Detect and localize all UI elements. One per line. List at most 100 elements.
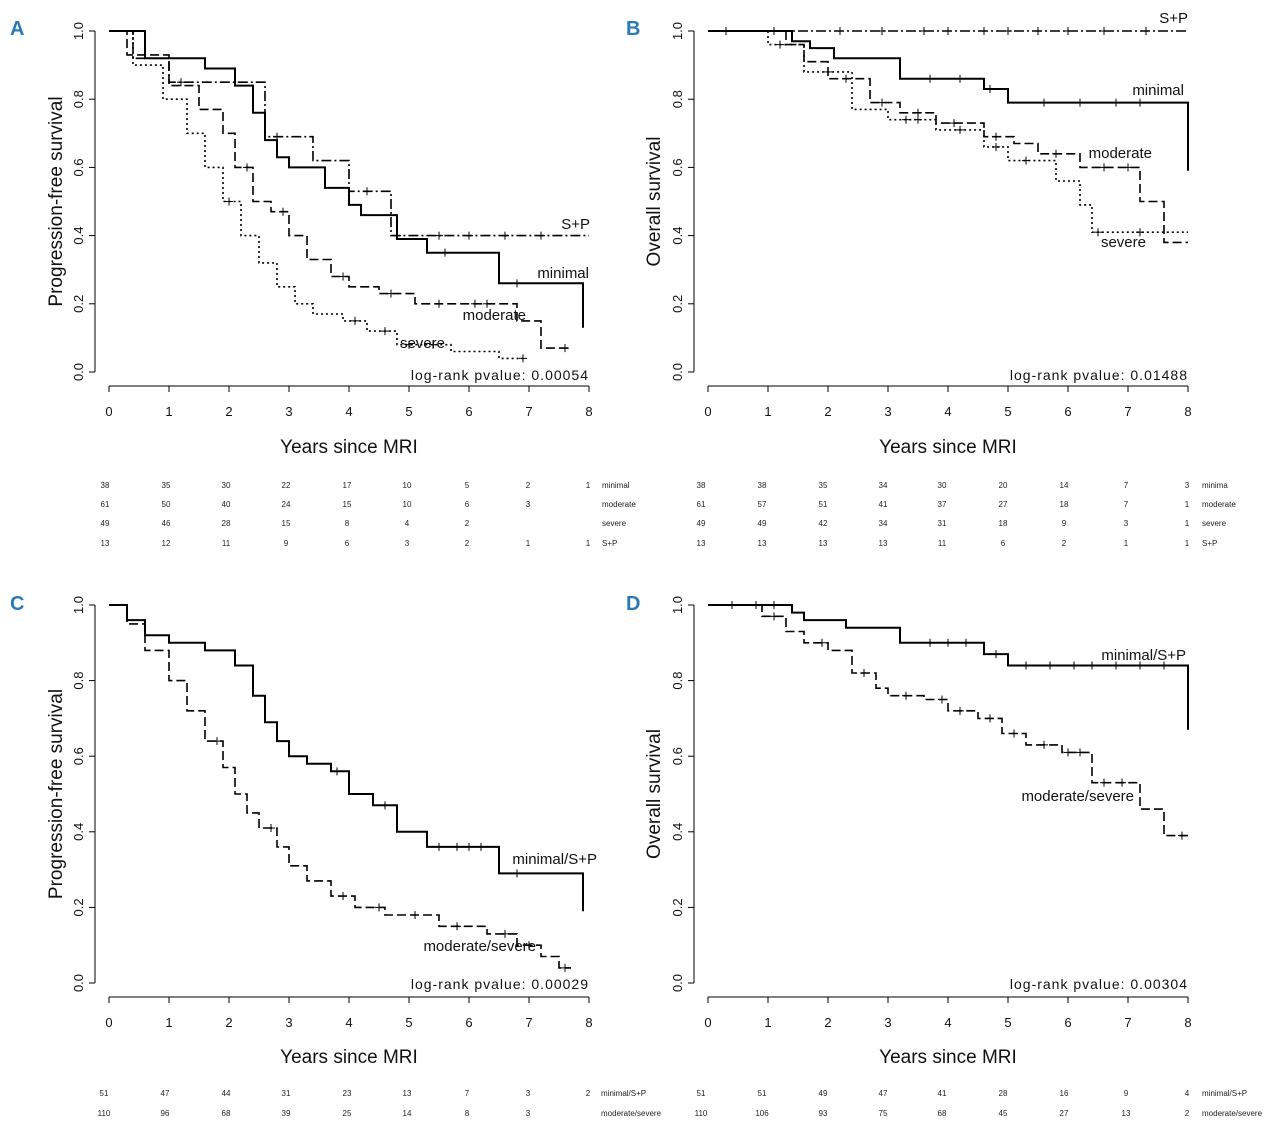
y-tick-label: 0.0 bbox=[670, 363, 685, 381]
risk-cell: 11 bbox=[222, 539, 231, 548]
risk-cell: 8 bbox=[345, 519, 350, 528]
risk-row-label: S+P bbox=[1202, 539, 1217, 548]
risk-row-label: moderate bbox=[602, 500, 636, 509]
y-tick-label: 0.2 bbox=[71, 295, 86, 313]
x-tick-label: 6 bbox=[1064, 404, 1071, 419]
risk-cell: 4 bbox=[1185, 1089, 1190, 1098]
pvalue-text: log-rank pvalue: 0.00304 bbox=[1010, 976, 1188, 992]
risk-cell: 57 bbox=[758, 500, 767, 509]
risk-cell: 7 bbox=[1124, 500, 1129, 509]
panel-letter-d: D bbox=[626, 593, 640, 615]
risk-cell: 40 bbox=[222, 500, 231, 509]
curve-label-moderate/severe: moderate/severe bbox=[423, 938, 536, 955]
risk-cell: 2 bbox=[465, 519, 470, 528]
risk-cell: 93 bbox=[819, 1109, 828, 1118]
risk-cell: 3 bbox=[526, 500, 531, 509]
y-tick-label: 0.6 bbox=[670, 158, 685, 176]
y-tick-label: 0.8 bbox=[71, 672, 86, 690]
curve-label-S+P: S+P bbox=[561, 216, 590, 233]
risk-cell: 106 bbox=[755, 1109, 769, 1118]
x-tick-label: 7 bbox=[525, 404, 532, 419]
x-tick-label: 8 bbox=[1184, 1015, 1191, 1030]
pvalue-text: log-rank pvalue: 0.00054 bbox=[411, 367, 589, 383]
risk-cell: 49 bbox=[819, 1089, 828, 1098]
x-tick-label: 6 bbox=[465, 404, 472, 419]
risk-cell: 39 bbox=[282, 1109, 291, 1118]
risk-cell: 13 bbox=[879, 539, 888, 548]
x-tick-label: 4 bbox=[345, 404, 352, 419]
risk-cell: 13 bbox=[697, 539, 706, 548]
curve-label-moderate/severe: moderate/severe bbox=[1021, 788, 1134, 805]
y-tick-label: 0.6 bbox=[670, 747, 685, 765]
risk-cell: 1 bbox=[1185, 539, 1190, 548]
risk-cell: 18 bbox=[999, 519, 1008, 528]
risk-cell: 2 bbox=[1185, 1109, 1190, 1118]
risk-cell: 10 bbox=[403, 500, 412, 509]
x-axis-label: Years since MRI bbox=[280, 437, 418, 458]
x-tick-label: 1 bbox=[165, 1015, 172, 1030]
risk-cell: 51 bbox=[758, 1089, 767, 1098]
risk-cell: 27 bbox=[1060, 1109, 1069, 1118]
risk-cell: 4 bbox=[405, 519, 410, 528]
risk-cell: 9 bbox=[1062, 519, 1067, 528]
risk-cell: 18 bbox=[1060, 500, 1069, 509]
risk-cell: 13 bbox=[403, 1089, 412, 1098]
risk-cell: 51 bbox=[819, 500, 828, 509]
risk-cell: 25 bbox=[343, 1109, 352, 1118]
curve-label-moderate: moderate bbox=[463, 307, 526, 324]
risk-cell: 30 bbox=[222, 481, 231, 490]
y-tick-label: 0.8 bbox=[71, 90, 86, 108]
x-tick-label: 0 bbox=[105, 404, 112, 419]
series-line-moderate/severe bbox=[708, 604, 1188, 837]
risk-cell: 44 bbox=[222, 1089, 231, 1098]
risk-cell: 49 bbox=[697, 519, 706, 528]
x-tick-label: 3 bbox=[285, 404, 292, 419]
panel-letter-a: A bbox=[10, 18, 24, 40]
curve-label-S+P: S+P bbox=[1159, 10, 1188, 27]
risk-cell: 1 bbox=[586, 539, 591, 548]
risk-cell: 15 bbox=[282, 519, 291, 528]
curve-label-severe: severe bbox=[1101, 234, 1146, 251]
risk-cell: 47 bbox=[161, 1089, 170, 1098]
x-tick-label: 3 bbox=[884, 1015, 891, 1030]
panel-letter-b: B bbox=[626, 18, 640, 40]
series-line-minimal/S+P bbox=[109, 604, 584, 912]
y-tick-label: 0.2 bbox=[71, 898, 86, 916]
x-axis-label: Years since MRI bbox=[879, 437, 1017, 458]
y-tick-label: 0.0 bbox=[670, 974, 685, 992]
risk-cell: 28 bbox=[999, 1089, 1008, 1098]
series-line-minimal bbox=[109, 30, 584, 328]
risk-cell: 15 bbox=[343, 500, 352, 509]
x-tick-label: 7 bbox=[525, 1015, 532, 1030]
risk-row-label: moderate/severe bbox=[601, 1109, 662, 1118]
series-line-S+P bbox=[109, 30, 589, 237]
risk-cell: 22 bbox=[282, 481, 291, 490]
risk-cell: 23 bbox=[343, 1089, 352, 1098]
x-tick-label: 5 bbox=[405, 1015, 412, 1030]
risk-cell: 13 bbox=[758, 539, 767, 548]
x-tick-label: 8 bbox=[1184, 404, 1191, 419]
x-tick-label: 0 bbox=[704, 404, 711, 419]
risk-cell: 31 bbox=[282, 1089, 291, 1098]
y-tick-label: 1.0 bbox=[670, 596, 685, 614]
y-tick-label: 0.2 bbox=[670, 295, 685, 313]
x-tick-label: 3 bbox=[285, 1015, 292, 1030]
pvalue-text: log-rank pvalue: 0.00029 bbox=[411, 976, 589, 992]
risk-cell: 1 bbox=[1185, 500, 1190, 509]
risk-cell: 7 bbox=[465, 1089, 470, 1098]
x-tick-label: 4 bbox=[944, 1015, 951, 1030]
risk-cell: 5 bbox=[465, 481, 470, 490]
risk-cell: 75 bbox=[879, 1109, 888, 1118]
risk-cell: 9 bbox=[1124, 1089, 1129, 1098]
x-axis-label: Years since MRI bbox=[879, 1047, 1017, 1068]
risk-cell: 10 bbox=[403, 481, 412, 490]
risk-cell: 13 bbox=[1122, 1109, 1131, 1118]
risk-cell: 41 bbox=[879, 500, 888, 509]
risk-cell: 3 bbox=[1124, 519, 1129, 528]
risk-cell: 30 bbox=[938, 481, 947, 490]
x-tick-label: 7 bbox=[1124, 1015, 1131, 1030]
risk-cell: 34 bbox=[879, 519, 888, 528]
y-axis-label: Progression-free survival bbox=[46, 96, 67, 306]
